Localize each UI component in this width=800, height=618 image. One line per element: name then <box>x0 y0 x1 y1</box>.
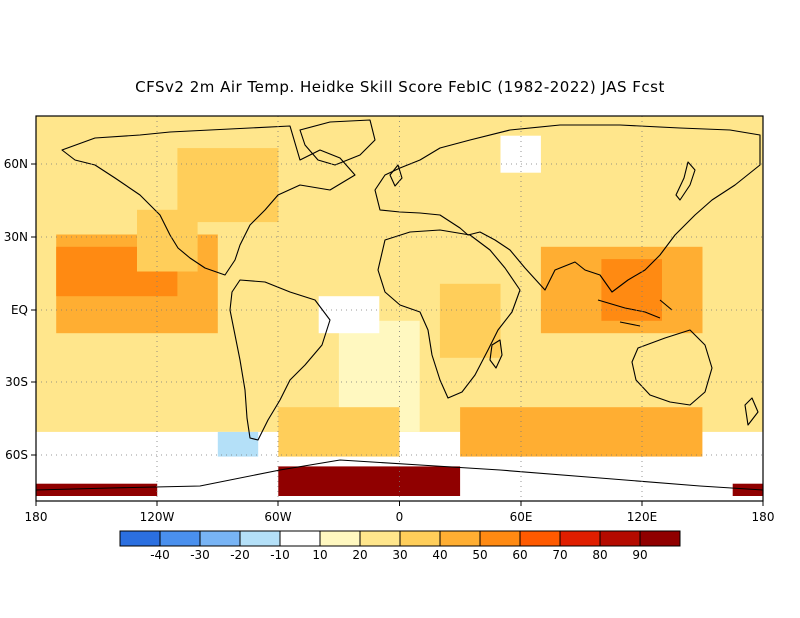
skill-region <box>732 483 763 496</box>
north-america-coast <box>61 125 356 276</box>
skill-field <box>36 116 763 496</box>
skill-region <box>601 259 662 321</box>
graticule <box>36 116 763 501</box>
colorbar-swatch-2 <box>200 531 240 546</box>
colorbar-swatch-3 <box>240 531 280 546</box>
skill-region <box>621 345 703 408</box>
colorbar-swatch-5 <box>320 531 360 546</box>
colorbar-dividers <box>159 531 641 546</box>
map-title: CFSv2 2m Air Temp. Heidke Skill Score Fe… <box>135 78 665 96</box>
lat-label-30s: 30S <box>5 375 28 389</box>
skill-region <box>278 407 400 457</box>
lon-label-120w: 120W <box>140 510 175 524</box>
colorbar-label: 60 <box>512 548 527 562</box>
skill-region <box>137 209 198 272</box>
colorbar-label: -30 <box>190 548 210 562</box>
skill-region <box>460 407 703 457</box>
colorbar-label: 10 <box>312 548 327 562</box>
colorbar-labels: -40 -30 -20 -10 10 20 30 40 50 60 70 80 … <box>150 548 647 562</box>
colorbar-swatch-4 <box>280 531 320 546</box>
colorbar-swatch-1 <box>160 531 200 546</box>
africa-coast <box>377 229 521 399</box>
colorbar-label: -20 <box>230 548 250 562</box>
colorbar-swatch-12 <box>600 531 640 546</box>
colorbar-swatch-0 <box>120 531 160 546</box>
madagascar-coast <box>489 339 503 369</box>
coastlines <box>36 119 763 491</box>
colorbar-swatch-11 <box>560 531 600 546</box>
uk-coast <box>389 164 403 187</box>
colorbar-label: 80 <box>592 548 607 562</box>
eurasia-coast <box>374 124 761 293</box>
colorbar-swatch-10 <box>520 531 560 546</box>
colorbar-swatch-9 <box>480 531 520 546</box>
colorbar-label: 70 <box>552 548 567 562</box>
lon-label-180e: 180 <box>752 510 775 524</box>
indonesia-coast <box>597 299 673 327</box>
skill-region <box>318 296 380 334</box>
colorbar-label: 50 <box>472 548 487 562</box>
greenland-coast <box>299 119 376 166</box>
colorbar-label: 90 <box>632 548 647 562</box>
skill-region <box>278 466 461 496</box>
antarctica-coast <box>36 459 763 491</box>
latitude-labels: 60N 30N EQ 30S 60S <box>4 157 28 462</box>
skill-region <box>36 483 158 496</box>
australia-coast <box>631 329 713 406</box>
lon-label-180w: 180 <box>25 510 48 524</box>
skill-region <box>177 148 279 223</box>
lat-label-60n: 60N <box>4 157 28 171</box>
colorbar-label: 20 <box>352 548 367 562</box>
colorbar-swatch-7 <box>400 531 440 546</box>
lon-label-120e: 120E <box>627 510 658 524</box>
colorbar: -40 -30 -20 -10 10 20 30 40 50 60 70 80 … <box>119 530 681 562</box>
south-america-coast <box>229 279 331 441</box>
colorbar-swatch-8 <box>440 531 480 546</box>
lat-label-60s: 60S <box>5 448 28 462</box>
colorbar-swatch-6 <box>360 531 400 546</box>
new-zealand-coast <box>744 397 759 426</box>
lon-label-60w: 60W <box>264 510 291 524</box>
lat-label-30n: 30N <box>4 230 28 244</box>
colorbar-label: -10 <box>270 548 290 562</box>
skill-region <box>217 431 259 457</box>
colorbar-label: -40 <box>150 548 170 562</box>
colorbar-label: 30 <box>392 548 407 562</box>
japan-coast <box>675 161 696 201</box>
lon-label-0: 0 <box>396 510 404 524</box>
colorbar-swatch-13 <box>640 531 680 546</box>
lon-label-60e: 60E <box>510 510 533 524</box>
axis-ticks <box>31 163 764 506</box>
lat-label-eq: EQ <box>11 303 28 317</box>
longitude-labels: 180 120W 60W 0 60E 120E 180 <box>25 510 775 524</box>
colorbar-label: 40 <box>432 548 447 562</box>
